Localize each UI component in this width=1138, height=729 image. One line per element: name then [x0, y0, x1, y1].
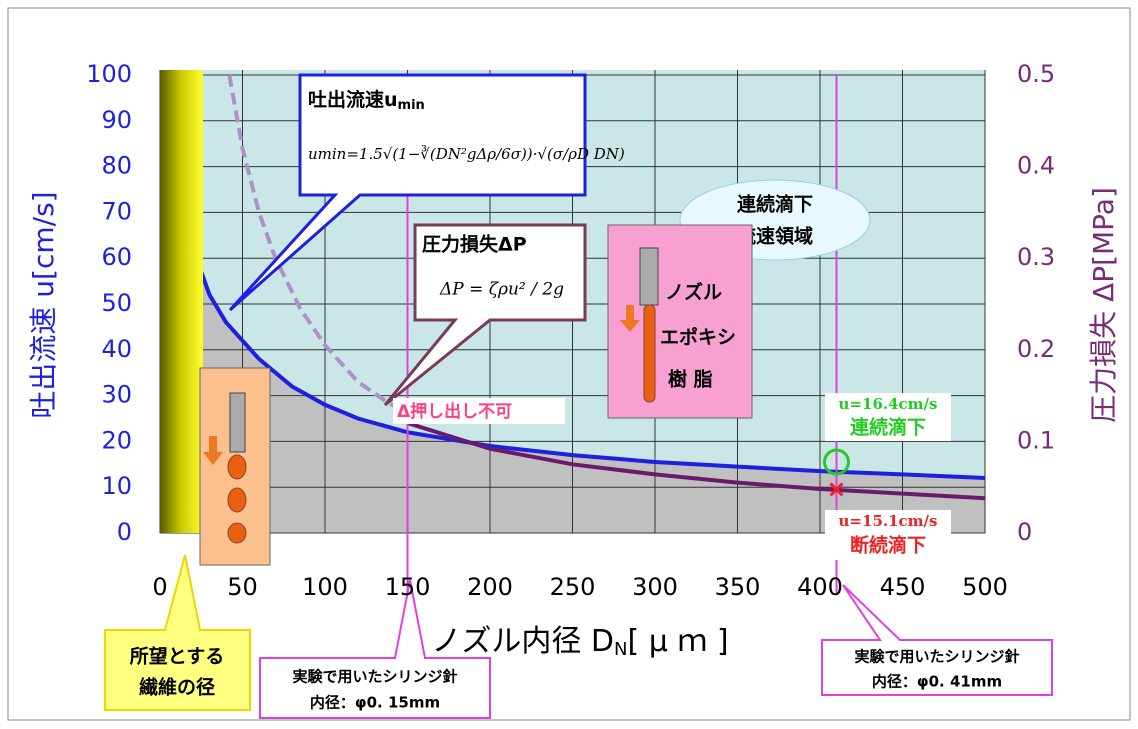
- nozzle-icon: [639, 247, 659, 306]
- text: ノズル内径 D: [431, 624, 614, 659]
- y-tick-label: 20: [101, 426, 132, 454]
- note-text: 所望とする: [130, 645, 224, 668]
- label-bg: [825, 510, 951, 560]
- y-axis-label: 吐出流速 u[cm/s]: [27, 191, 60, 418]
- note-text: 実験で用いたシリンジ針: [292, 668, 457, 686]
- resin-icon: [643, 304, 656, 403]
- text: 吐出流速u: [308, 88, 398, 111]
- y-tick-label: 70: [101, 197, 132, 225]
- formula: umin=1.5√(1−∛(DN²gΔρ/6σ))·√(σ/ρD DN): [308, 145, 625, 163]
- droplet: [227, 522, 247, 544]
- y2-tick-label: 0: [1017, 518, 1032, 546]
- point-label: u=15.1cm/s: [839, 512, 938, 530]
- note-text: 内径：φ0. 15mm: [310, 694, 440, 712]
- x-tick-label: 350: [715, 573, 761, 601]
- y2-tick-label: 0.3: [1017, 243, 1055, 271]
- point-label: u=16.4cm/s: [839, 395, 938, 413]
- subscript: N: [614, 639, 627, 660]
- callout-title: 圧力損失ΔP: [422, 233, 527, 256]
- x-tick-label: 250: [550, 573, 596, 601]
- y2-axis-label: 圧力損失 ΔP[MPa]: [1087, 187, 1120, 423]
- x-tick-label: 450: [880, 573, 926, 601]
- y-tick-label: 100: [86, 60, 132, 88]
- label: エポキシ: [660, 326, 736, 349]
- label-bg: [825, 393, 951, 441]
- callout: [383, 223, 587, 407]
- y2-tick-label: 0.2: [1017, 335, 1055, 363]
- line: [199, 271, 986, 481]
- droplet: [227, 454, 247, 480]
- line: [227, 74, 409, 416]
- formula: ΔP = ζρu² / 2g: [439, 280, 564, 300]
- region-label: 流速領域: [737, 225, 813, 248]
- point: [829, 482, 844, 497]
- x-tick-label: 500: [962, 573, 1008, 601]
- y-tick-label: 60: [101, 243, 132, 271]
- fiber-band: [160, 70, 203, 533]
- x-tick-label: 300: [632, 573, 678, 601]
- x-tick-label: 400: [797, 573, 843, 601]
- label: ノズル: [665, 281, 722, 304]
- callout: [228, 73, 587, 312]
- point: [823, 448, 850, 476]
- note: [104, 554, 251, 711]
- y-tick-label: 30: [101, 381, 132, 409]
- x-axis-label: ノズル内径 DN[ μ ｍ ]: [431, 624, 728, 661]
- callout-title: 吐出流速umin: [308, 88, 425, 113]
- region: [201, 271, 985, 533]
- arrow: [620, 305, 640, 332]
- droplet: [227, 487, 247, 513]
- warning: Δ押し出し不可: [397, 401, 512, 422]
- label: 樹 脂: [668, 368, 713, 391]
- point-label: 断続滴下: [850, 534, 926, 557]
- y-tick-label: 90: [101, 106, 132, 134]
- line: [406, 421, 986, 501]
- arrow: [203, 436, 223, 465]
- x-tick-label: 50: [227, 573, 258, 601]
- nozzle-icon: [229, 392, 246, 453]
- label-bg: [393, 398, 565, 424]
- y2-tick-label: 0.1: [1017, 426, 1055, 454]
- note: [821, 584, 1053, 696]
- y-tick-label: 50: [101, 289, 132, 317]
- text: [ μ ｍ ]: [628, 624, 729, 659]
- y-tick-label: 0: [117, 518, 132, 546]
- note-text: 実験で用いたシリンジ針: [854, 648, 1019, 666]
- point-label: 連続滴下: [850, 416, 926, 439]
- y-tick-label: 40: [101, 335, 132, 363]
- y2-tick-label: 0.4: [1017, 152, 1055, 180]
- x-tick-label: 200: [467, 573, 513, 601]
- y-tick-label: 10: [101, 472, 132, 500]
- subscript: min: [398, 98, 425, 113]
- note-text: 繊維の径: [139, 676, 215, 699]
- x-tick-label: 100: [302, 573, 348, 601]
- y-tick-label: 80: [101, 152, 132, 180]
- x-tick-label: 0: [152, 573, 167, 601]
- frame: [7, 7, 1131, 721]
- y2-tick-label: 0.5: [1017, 60, 1055, 88]
- region-label: 連続滴下: [737, 193, 813, 216]
- overlays: 吐出流速umin umin=1.5√(1−∛(DN²gΔρ/6σ))·√(σ/ρ…: [104, 73, 1053, 719]
- note-text: 内径：φ0. 41mm: [872, 673, 1002, 691]
- note: [259, 579, 491, 719]
- x-tick-label: 150: [385, 573, 431, 601]
